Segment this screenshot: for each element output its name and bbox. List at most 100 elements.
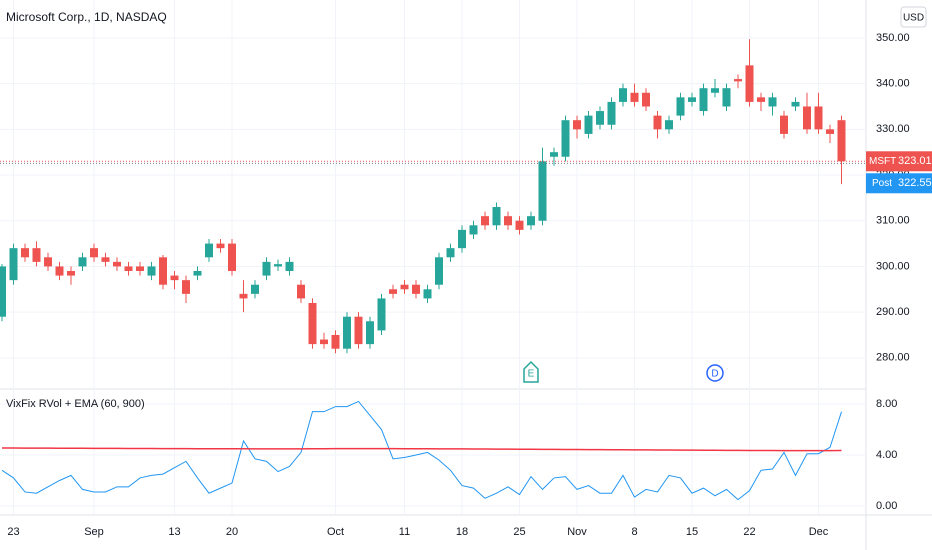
x-tick-label: Oct — [327, 526, 344, 538]
candle-body — [124, 266, 133, 272]
candle-body — [262, 261, 271, 276]
candle-body — [630, 92, 639, 102]
event-label[interactable]: E — [528, 369, 535, 380]
event-marker[interactable] — [706, 364, 724, 382]
candle-body — [446, 248, 455, 258]
indicator-line — [2, 447, 842, 452]
candle-body — [101, 257, 110, 262]
candle-body — [412, 284, 420, 294]
candle-body — [377, 298, 386, 331]
candle-body — [343, 316, 351, 349]
chart-title: Microsoft Corp., 1D, NASDAQ — [6, 10, 167, 24]
candle-body — [21, 248, 29, 258]
candle-body — [469, 225, 478, 235]
candle-body — [768, 97, 777, 107]
y-tick-label: 340.00 — [876, 78, 910, 90]
candle-body — [780, 115, 788, 134]
last-price-badge — [866, 151, 932, 172]
candle-body — [216, 243, 225, 249]
candle-body — [285, 261, 294, 272]
grid — [0, 0, 866, 514]
candle-body — [9, 248, 18, 281]
candle-body — [550, 152, 558, 157]
candle-body — [113, 261, 121, 267]
candle-body — [584, 115, 593, 134]
candle-body — [826, 129, 834, 134]
last-price-name: MSFT — [869, 156, 896, 167]
candle-body — [515, 220, 524, 230]
currency-box[interactable] — [900, 6, 927, 28]
candle-body — [32, 248, 41, 262]
y-tick-label: 8.00 — [876, 398, 897, 410]
candle-body — [205, 243, 213, 258]
candle-body — [573, 120, 581, 130]
x-tick-label: 8 — [631, 526, 637, 538]
x-tick-label: 13 — [168, 526, 180, 538]
candle-body — [481, 216, 489, 226]
candle-body — [803, 106, 811, 130]
x-tick-label: 15 — [686, 526, 698, 538]
indicator-title: VixFix RVol + EMA (60, 900) — [6, 398, 145, 410]
post-price-badge — [866, 173, 932, 194]
y-tick-label: 0.00 — [876, 500, 897, 512]
candle-body — [745, 65, 754, 102]
candle-body — [147, 266, 156, 276]
x-tick-label: 25 — [513, 526, 525, 538]
event-label[interactable]: D — [711, 369, 718, 380]
event-marker[interactable] — [523, 360, 539, 383]
y-tick-label: 350.00 — [876, 32, 910, 44]
candle-body — [619, 88, 627, 102]
candle-body — [182, 280, 190, 294]
candle-body — [228, 243, 236, 272]
candle-body — [90, 248, 98, 258]
candle-body — [734, 79, 742, 82]
indicator-line — [1, 400, 842, 501]
candle-body — [722, 88, 731, 107]
y-tick-label: 290.00 — [876, 306, 910, 318]
x-tick-label: Sep — [84, 526, 104, 538]
candle-body — [274, 264, 282, 267]
candle-body — [435, 257, 443, 285]
candle-body — [538, 161, 547, 221]
candle-body — [699, 88, 708, 112]
candle-body — [78, 257, 87, 267]
candle-body — [665, 120, 673, 130]
candle-body — [711, 88, 719, 93]
y-tick-label: 330.00 — [876, 123, 910, 135]
candle-body — [0, 266, 6, 317]
candle-body — [688, 97, 696, 102]
axes: 23 Sep 13 20 Oct 11 18 25 Nov 8 15 22 Dec 280.00 290.0… — [7, 32, 932, 538]
candle-body — [642, 92, 650, 107]
candle-body — [837, 120, 846, 162]
candle-body — [561, 120, 570, 157]
candle-body — [55, 266, 64, 276]
candle-body — [331, 334, 340, 349]
candle-body — [596, 111, 604, 125]
x-tick-label: 11 — [399, 526, 410, 538]
candle-body — [297, 284, 305, 299]
candle-body — [607, 101, 616, 125]
candle-body — [239, 293, 248, 299]
x-tick-label: 23 — [7, 526, 19, 538]
candle-body — [527, 216, 535, 226]
candle-body — [251, 284, 259, 294]
candle-body — [136, 266, 144, 272]
candle-body — [389, 289, 397, 294]
y-tick-label: 4.00 — [876, 449, 897, 461]
y-tick-label: 280.00 — [876, 352, 910, 364]
candle-body — [504, 216, 512, 226]
candle-body — [67, 271, 75, 276]
x-tick-label: 18 — [456, 526, 468, 538]
x-tick-label: Nov — [567, 526, 587, 538]
candle-body — [791, 101, 800, 107]
y-tick-label: 310.00 — [876, 215, 910, 227]
candle-body — [492, 207, 501, 226]
candle-body — [653, 115, 662, 130]
currency[interactable]: USD — [903, 13, 924, 24]
y-tick-label: 300.00 — [876, 260, 910, 272]
x-tick-label: 22 — [743, 526, 755, 538]
candle-body — [193, 271, 202, 276]
x-tick-label: 20 — [226, 526, 238, 538]
